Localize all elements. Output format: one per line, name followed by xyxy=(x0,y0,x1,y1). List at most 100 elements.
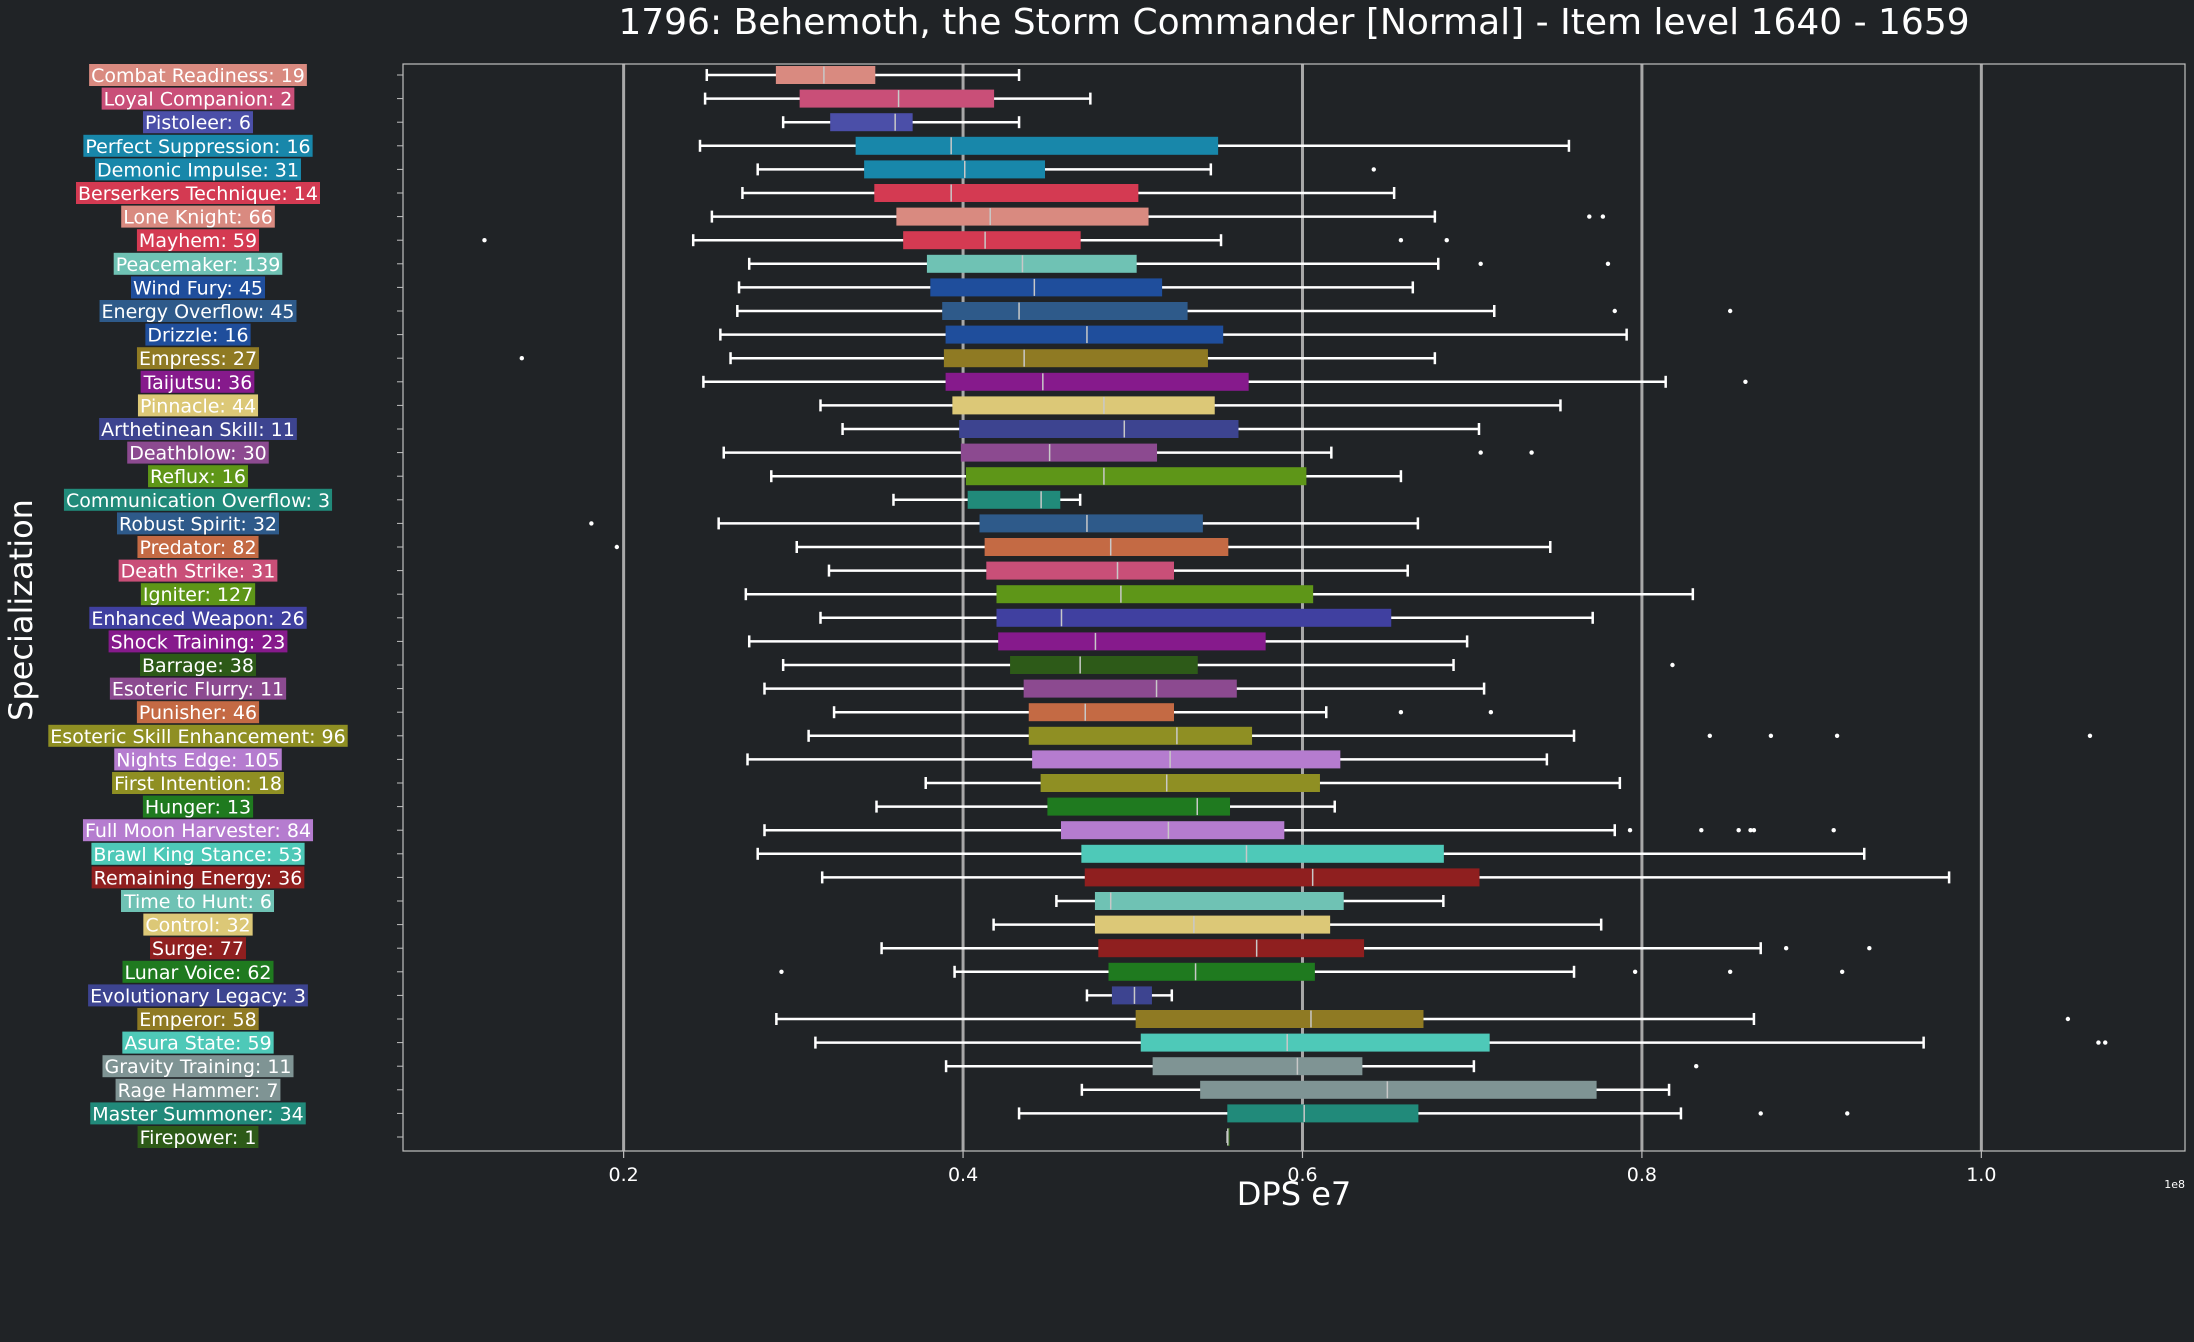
category-label-text: Emperor: 58 xyxy=(139,1009,256,1031)
category-label: Loyal Companion: 2 xyxy=(101,87,295,111)
box-iqr xyxy=(1028,726,1253,745)
category-label: Perfect Suppression: 16 xyxy=(83,134,313,158)
box-iqr xyxy=(1084,868,1480,887)
category-label-background xyxy=(113,252,283,275)
category-label: Peacemaker: 139 xyxy=(113,252,283,276)
gridlines xyxy=(622,64,1983,1151)
box-iqr xyxy=(1111,986,1152,1005)
category-label: Empress: 27 xyxy=(136,347,260,370)
category-label-background xyxy=(140,370,255,393)
category-label-background xyxy=(137,536,259,558)
category-label-text: Empress: 27 xyxy=(139,348,257,370)
category-label: Control: 32 xyxy=(143,913,253,937)
box-iqr xyxy=(830,113,913,132)
category-label-text: Surge: 77 xyxy=(152,938,244,960)
box-iqr xyxy=(984,538,1229,556)
box-group xyxy=(702,372,1748,391)
category-label: Igniter: 127 xyxy=(140,583,256,606)
box-group xyxy=(880,939,1872,958)
category-label-background xyxy=(137,1126,259,1148)
outlier-point xyxy=(1768,733,1774,738)
category-label-text: Robust Spirit: 32 xyxy=(119,513,277,535)
box-iqr xyxy=(1098,939,1365,958)
box-group xyxy=(770,467,1403,486)
category-label: Pinnacle: 44 xyxy=(137,394,259,417)
outlier-point xyxy=(1627,828,1633,833)
category-label-background xyxy=(130,276,266,299)
category-label: Death Strike: 31 xyxy=(118,559,278,583)
outlier-point xyxy=(1783,946,1789,951)
category-label-text: Demonic Impulse: 31 xyxy=(97,159,299,181)
category-label-background xyxy=(140,583,256,606)
box-group xyxy=(924,774,1622,792)
category-label: Nights Edge: 105 xyxy=(114,748,282,771)
box-iqr xyxy=(945,325,1224,344)
box-group xyxy=(779,962,1845,981)
box-group xyxy=(747,632,1469,651)
category-label-text: Deathblow: 30 xyxy=(129,443,267,465)
outlier-point xyxy=(2103,1040,2108,1045)
outlier-point xyxy=(519,356,524,361)
category-label-background xyxy=(142,795,254,818)
category-label: Brawl King Stance: 53 xyxy=(91,842,305,866)
box-group xyxy=(819,608,1594,627)
box-iqr xyxy=(1081,844,1444,863)
category-label: Pistoleer: 6 xyxy=(143,111,253,134)
box-group xyxy=(827,561,1409,580)
category-label-text: Punisher: 46 xyxy=(139,702,257,724)
category-label-background xyxy=(91,842,305,865)
outlier-point xyxy=(1529,450,1534,455)
outlier-point xyxy=(1605,261,1611,266)
box-iqr xyxy=(855,136,1219,155)
box-iqr xyxy=(952,396,1215,415)
category-label-text: Mayhem: 59 xyxy=(139,230,257,252)
category-label: Lone Knight: 66 xyxy=(121,205,275,229)
box-iqr xyxy=(1140,1033,1490,1052)
box-iqr xyxy=(945,372,1249,391)
outlier-point xyxy=(1831,828,1836,833)
category-label-background xyxy=(88,984,308,1007)
outlier-point xyxy=(1727,969,1733,974)
category-label: Barrage: 38 xyxy=(140,654,256,677)
category-label: Communication Overflow: 3 xyxy=(63,488,333,512)
box-iqr xyxy=(1028,703,1175,722)
category-label-text: Asura State: 59 xyxy=(124,1033,271,1055)
box-iqr xyxy=(1135,1010,1424,1028)
box-group xyxy=(736,302,1733,320)
category-label-text: Pinnacle: 44 xyxy=(140,395,256,417)
category-label: Esoteric Skill Enhancement: 96 xyxy=(48,724,348,748)
category-label: Punisher: 46 xyxy=(136,701,260,724)
category-label-background xyxy=(114,748,282,771)
category-label-background xyxy=(136,347,260,370)
category-label-text: Firepower: 1 xyxy=(140,1127,257,1149)
category-label-background xyxy=(115,1078,281,1101)
box-iqr xyxy=(1094,915,1331,934)
x-tick-label: 0.4 xyxy=(948,1164,978,1186)
category-label: Wind Fury: 45 xyxy=(130,276,266,299)
box-series xyxy=(482,66,2108,1146)
box-group xyxy=(589,514,1420,533)
category-label: Esoteric Flurry: 11 xyxy=(109,677,287,701)
category-label-background xyxy=(136,229,260,252)
outlier-point xyxy=(1371,167,1376,172)
outlier-point xyxy=(1834,733,1840,738)
box-iqr xyxy=(775,66,876,84)
category-label-background xyxy=(108,630,288,653)
category-label-background xyxy=(91,866,305,889)
box-group xyxy=(814,1033,2108,1052)
box-group xyxy=(746,750,1549,769)
y-axis-label: Specialization xyxy=(2,499,40,721)
outlier-point xyxy=(589,521,594,526)
box-iqr xyxy=(998,632,1266,651)
x-axis-label: DPS e7 xyxy=(1237,1175,1351,1213)
box-group xyxy=(819,396,1562,415)
box-iqr xyxy=(926,254,1137,273)
category-label: Hunger: 13 xyxy=(142,795,254,819)
outlier-point xyxy=(1612,308,1617,314)
category-label-text: Enhanced Weapon: 26 xyxy=(91,608,304,630)
box-group xyxy=(781,656,1675,674)
outlier-point xyxy=(1478,450,1483,455)
category-label-text: Peacemaker: 139 xyxy=(116,254,281,276)
category-label-text: Time to Hunt: 6 xyxy=(123,891,272,913)
